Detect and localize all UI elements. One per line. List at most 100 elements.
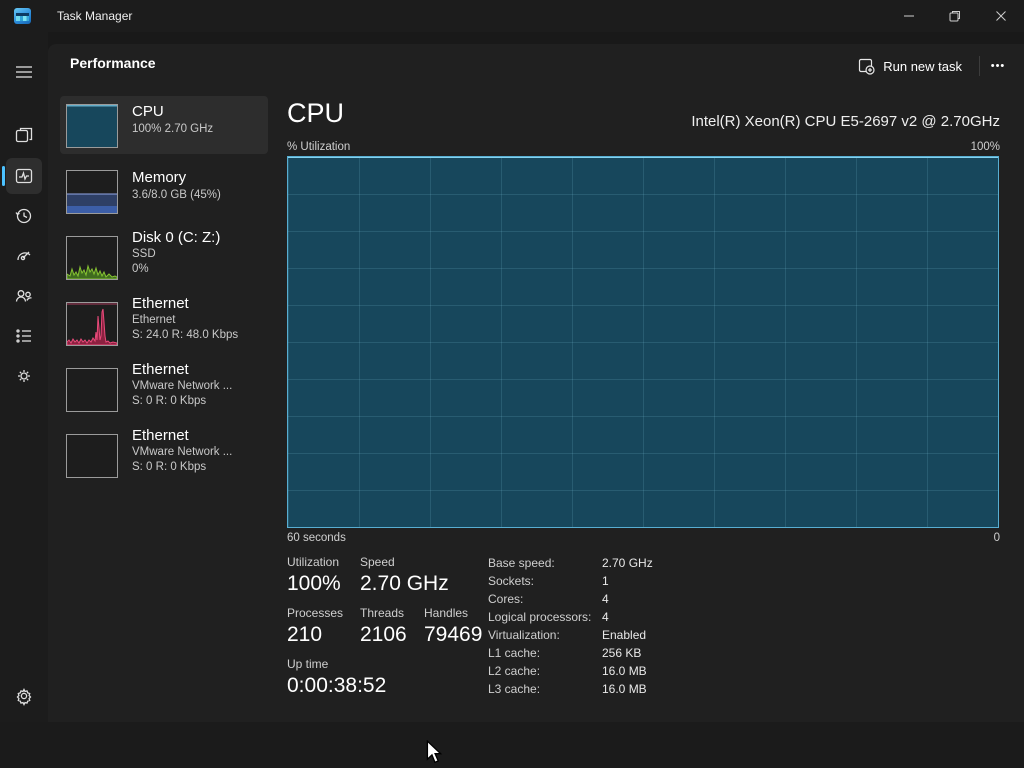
detail-cores: Cores: 4: [488, 592, 788, 608]
sidebar-item-users[interactable]: [6, 278, 42, 314]
detail-label: L3 cache:: [488, 682, 541, 696]
detail-value: 1: [602, 574, 609, 588]
stat-value: 79469: [424, 623, 483, 646]
detail-label: Sockets:: [488, 574, 535, 588]
more-options-button[interactable]: •••: [984, 52, 1012, 80]
window-controls: [886, 0, 1024, 32]
cpu-mini-chart: [66, 104, 118, 148]
stat-handles: Handles 79469: [424, 606, 482, 647]
detail-base-speed: Base speed: 2.70 GHz: [488, 556, 788, 572]
performance-icon: [15, 168, 33, 184]
perf-item-title: Memory: [132, 169, 187, 186]
toolbar-divider: [979, 56, 980, 76]
perf-item-title: Ethernet: [132, 295, 189, 312]
page-title: Performance: [70, 55, 156, 71]
run-new-task-icon: [859, 58, 875, 75]
detail-value: 16.0 MB: [602, 664, 647, 678]
task-manager-app-icon: [14, 8, 31, 24]
stat-label: Speed: [360, 555, 395, 569]
chart-x-right-label: 0: [993, 532, 1000, 544]
minimize-button[interactable]: [886, 0, 932, 32]
perf-item-disk0[interactable]: Disk 0 (C: Z:) SSD 0%: [60, 228, 268, 286]
perf-item-ethernet-1[interactable]: Ethernet Ethernet S: 24.0 R: 48.0 Kbps: [60, 294, 268, 352]
perf-item-line1: SSD: [132, 248, 156, 260]
detail-label: L2 cache:: [488, 664, 541, 678]
stat-threads: Threads 2106: [360, 606, 407, 647]
chart-x-left-label: 60 seconds: [287, 532, 346, 544]
memory-mini-chart: [66, 170, 118, 214]
perf-item-line1: VMware Network ...: [132, 380, 233, 392]
detail-value: 4: [602, 592, 609, 606]
titlebar: Task Manager: [0, 0, 1024, 32]
stat-processes: Processes 210: [287, 606, 343, 647]
perf-item-line2: S: 24.0 R: 48.0 Kbps: [132, 329, 239, 341]
sidebar-item-app-history[interactable]: [6, 198, 42, 234]
perf-item-title: Ethernet: [132, 361, 189, 378]
perf-item-line2: S: 0 R: 0 Kbps: [132, 461, 207, 473]
detail-l2-cache: L2 cache: 16.0 MB: [488, 664, 788, 680]
window-title: Task Manager: [57, 9, 133, 23]
detail-label: L1 cache:: [488, 646, 541, 660]
settings-gear-icon: [16, 688, 32, 706]
cpu-panel-title: CPU: [287, 98, 345, 128]
sidebar-item-startup-apps[interactable]: [6, 238, 42, 274]
taskbar: Search: [0, 722, 1024, 768]
ethernet-mini-chart: [66, 434, 118, 478]
restore-button[interactable]: [932, 0, 978, 32]
detail-value: Enabled: [602, 628, 647, 642]
perf-item-cpu[interactable]: CPU 100% 2.70 GHz: [60, 96, 268, 154]
run-new-task-label: Run new task: [883, 58, 962, 74]
perf-item-line1: VMware Network ...: [132, 446, 233, 458]
details-icon: [16, 329, 31, 343]
perf-item-ethernet-3[interactable]: Ethernet VMware Network ... S: 0 R: 0 Kb…: [60, 426, 268, 484]
perf-item-line2: S: 0 R: 0 Kbps: [132, 395, 207, 407]
detail-label: Cores:: [488, 592, 524, 606]
stat-label: Handles: [424, 606, 469, 620]
run-new-task-button[interactable]: Run new task: [858, 52, 962, 80]
detail-logical-processors: Logical processors: 4: [488, 610, 788, 626]
chart-gridlines: [288, 157, 998, 527]
sidebar-item-services[interactable]: [6, 358, 42, 394]
perf-item-memory[interactable]: Memory 3.6/8.0 GB (45%): [60, 162, 268, 220]
close-icon: [996, 11, 1006, 21]
selected-accent-bar: [2, 166, 5, 186]
stat-value: 2.70 GHz: [360, 572, 449, 595]
hamburger-menu-button[interactable]: [6, 54, 42, 90]
detail-label: Logical processors:: [488, 610, 592, 624]
detail-label: Base speed:: [488, 556, 555, 570]
users-icon: [15, 290, 32, 302]
ethernet-mini-chart: [66, 302, 118, 346]
app-history-icon: [15, 208, 32, 224]
ethernet-mini-chart: [66, 368, 118, 412]
sidebar-item-processes[interactable]: [6, 118, 42, 154]
detail-value: 16.0 MB: [602, 682, 647, 696]
processes-icon: [15, 127, 33, 143]
services-icon: [18, 370, 30, 382]
detail-value: 256 KB: [602, 646, 642, 660]
detail-value: 2.70 GHz: [602, 556, 653, 570]
perf-item-ethernet-2[interactable]: Ethernet VMware Network ... S: 0 R: 0 Kb…: [60, 360, 268, 418]
detail-l3-cache: L3 cache: 16.0 MB: [488, 682, 788, 698]
perf-item-subtitle: 3.6/8.0 GB (45%): [132, 189, 221, 201]
stat-label: Utilization: [287, 555, 340, 569]
detail-virtualization: Virtualization: Enabled: [488, 628, 788, 644]
startup-apps-icon: [17, 251, 31, 261]
perf-item-line1: Ethernet: [132, 314, 176, 326]
disk-mini-chart: [66, 236, 118, 280]
cpu-utilization-chart: [287, 156, 999, 528]
sidebar-item-performance[interactable]: [6, 158, 42, 194]
sidebar-item-details[interactable]: [6, 318, 42, 354]
processor-name: Intel(R) Xeon(R) CPU E5-2697 v2 @ 2.70GH…: [691, 113, 1000, 130]
stat-label: Threads: [360, 606, 405, 620]
perf-item-line2: 0%: [132, 263, 149, 275]
chart-y-max-label: 100%: [970, 141, 1000, 153]
close-button[interactable]: [978, 0, 1024, 32]
stat-label: Processes: [287, 606, 344, 620]
stat-uptime: Up time 0:00:38:52: [287, 657, 386, 698]
perf-item-subtitle: 100% 2.70 GHz: [132, 123, 214, 135]
stat-value: 210: [287, 623, 323, 646]
detail-l1-cache: L1 cache: 256 KB: [488, 646, 788, 662]
sidebar-item-settings[interactable]: [6, 678, 42, 714]
chart-y-axis-label: % Utilization: [287, 141, 351, 153]
